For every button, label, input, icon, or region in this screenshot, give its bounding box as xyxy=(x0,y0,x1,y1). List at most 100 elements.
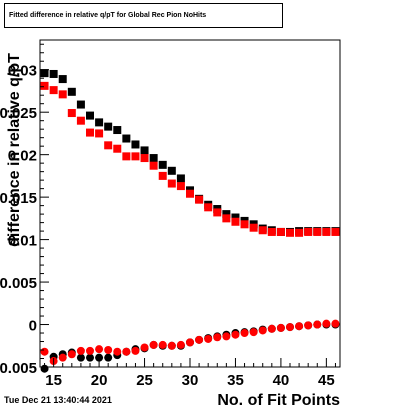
data-point-square xyxy=(286,228,294,237)
data-point-circle xyxy=(295,322,304,331)
data-point-circle xyxy=(140,343,149,352)
data-point-circle xyxy=(40,347,49,356)
data-point-circle xyxy=(276,323,285,332)
data-point-square xyxy=(140,146,149,155)
x-tick-label: 20 xyxy=(91,372,108,389)
data-point-square xyxy=(313,227,322,236)
data-point-square xyxy=(40,69,49,78)
data-point-circle xyxy=(58,353,67,362)
data-point-circle xyxy=(322,319,331,328)
y-tick-label: 0.02 xyxy=(8,148,37,165)
data-point-circle xyxy=(286,323,294,332)
plot-frame xyxy=(39,39,341,368)
data-point-square xyxy=(86,128,94,137)
data-point-square xyxy=(67,109,76,118)
timestamp: Tue Dec 21 13:40:44 2021 xyxy=(4,395,112,405)
data-point-circle xyxy=(195,335,204,344)
data-point-square xyxy=(113,126,122,135)
y-tick-label: 0.025 xyxy=(0,105,37,122)
data-point-circle xyxy=(95,353,104,362)
data-point-square xyxy=(176,182,185,191)
data-point-circle xyxy=(131,346,140,355)
data-point-square xyxy=(304,227,313,236)
data-point-square xyxy=(149,154,158,163)
data-point-square xyxy=(122,134,131,143)
data-point-circle xyxy=(167,341,176,350)
data-point-circle xyxy=(86,353,94,362)
axes-layer: 15 20 25 30 35 40 45 0.005 0 0.005 0.01 0.015 0.02 0.… xyxy=(0,39,341,389)
data-point-square xyxy=(295,228,304,237)
data-point-square xyxy=(40,81,49,90)
y-tick-label: 0.005 xyxy=(0,275,37,292)
data-point-circle xyxy=(331,319,340,328)
data-point-square xyxy=(276,227,285,236)
data-point-square xyxy=(131,140,140,149)
data-point-circle xyxy=(113,347,122,356)
data-point-circle xyxy=(240,329,249,338)
markers-layer xyxy=(40,69,340,373)
data-point-square xyxy=(131,152,140,161)
data-point-square xyxy=(104,122,113,131)
data-point-square xyxy=(104,141,113,150)
data-point-square xyxy=(95,129,104,138)
y-tick-label: 0.03 xyxy=(8,63,37,80)
data-point-square xyxy=(49,86,58,95)
data-point-square xyxy=(240,220,249,229)
data-point-circle xyxy=(186,338,194,347)
data-point-square xyxy=(231,217,240,226)
data-point-circle xyxy=(213,333,222,342)
data-point-square xyxy=(58,75,67,84)
data-point-square xyxy=(140,154,149,163)
data-point-square xyxy=(95,118,104,127)
data-point-circle xyxy=(104,353,113,362)
data-point-square xyxy=(58,90,67,99)
data-point-circle xyxy=(158,340,167,349)
data-point-square xyxy=(176,174,185,183)
data-point-square xyxy=(113,144,122,153)
data-point-square xyxy=(322,227,331,236)
x-axis-label: No. of Fit Points xyxy=(217,392,340,409)
data-point-square xyxy=(195,195,204,204)
data-point-square xyxy=(122,152,131,161)
data-point-circle xyxy=(86,346,94,355)
data-point-square xyxy=(167,166,176,175)
data-point-square xyxy=(67,87,76,96)
data-point-circle xyxy=(67,350,76,359)
data-point-square xyxy=(213,208,222,217)
y-tick-label: 0.005 xyxy=(0,360,37,377)
data-point-circle xyxy=(222,332,231,341)
data-point-square xyxy=(76,100,85,109)
data-point-circle xyxy=(304,321,313,330)
x-tick-label: 25 xyxy=(136,372,153,389)
data-point-square xyxy=(258,226,267,235)
data-point-square xyxy=(204,203,213,212)
x-tick-label: 15 xyxy=(45,372,62,389)
data-point-square xyxy=(231,213,240,222)
data-point-square xyxy=(222,210,231,219)
x-tick-label: 45 xyxy=(318,372,335,389)
data-point-circle xyxy=(249,328,258,337)
data-point-circle xyxy=(149,340,158,349)
data-point-circle xyxy=(267,324,276,333)
data-point-square xyxy=(158,171,167,180)
data-point-circle xyxy=(176,340,185,349)
data-point-square xyxy=(158,160,167,169)
data-point-circle xyxy=(231,330,240,339)
data-point-circle xyxy=(76,353,85,362)
data-point-square xyxy=(186,189,194,198)
data-point-circle xyxy=(76,346,85,355)
y-tick-label: 0.015 xyxy=(0,190,37,207)
data-point-circle xyxy=(122,347,131,356)
data-point-square xyxy=(222,214,231,223)
data-point-square xyxy=(167,179,176,188)
data-point-circle xyxy=(204,334,213,343)
data-point-circle xyxy=(258,326,267,335)
y-tick-label: 0 xyxy=(29,318,37,335)
x-tick-label: 35 xyxy=(227,372,244,389)
data-point-square xyxy=(86,111,94,120)
data-point-square xyxy=(149,161,158,170)
data-point-square xyxy=(76,116,85,125)
y-axis-label: difference in relative q/pT xyxy=(6,53,23,247)
y-tick-label: 0.01 xyxy=(8,233,37,250)
